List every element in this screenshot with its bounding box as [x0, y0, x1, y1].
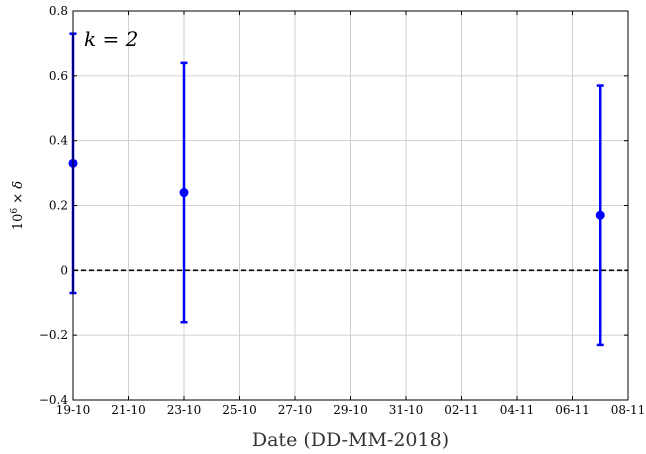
x-tick-label: 19-10: [56, 403, 91, 417]
data-point: [179, 188, 189, 198]
x-tick-label: 08-11: [611, 403, 646, 417]
annotation-k: k = 2: [84, 27, 138, 51]
x-tick-label: 27-10: [278, 403, 313, 417]
y-tick-label: 0: [60, 263, 68, 277]
x-axis-label: Date (DD-MM-2018): [252, 429, 449, 451]
x-tick-label: 04-11: [500, 403, 535, 417]
x-tick-label: 23-10: [167, 403, 202, 417]
y-tick-label: 0.4: [49, 134, 68, 148]
grid: [72, 10, 629, 401]
y-tick-label: 0.6: [49, 69, 68, 83]
x-tick-label: 31-10: [389, 403, 424, 417]
data-point: [595, 210, 605, 220]
y-tick-label: −0.2: [39, 328, 68, 342]
x-tick-label: 29-10: [333, 403, 368, 417]
y-tick-label: −0.4: [39, 393, 69, 407]
y-tick-label: 0.8: [49, 4, 68, 18]
x-tick-label: 21-10: [111, 403, 146, 417]
y-tick-label: 0.2: [49, 199, 68, 213]
data-layer: [68, 32, 605, 347]
x-tick-label: 02-11: [444, 403, 479, 417]
x-tick-label: 25-10: [222, 403, 257, 417]
tick-layer: 19-10 21-10 23-10 25-10 27-10 29-10 31-10 02-11…: [39, 4, 645, 417]
y-axis-label: 106 × δ: [10, 181, 26, 230]
x-tick-label: 06-11: [555, 403, 590, 417]
